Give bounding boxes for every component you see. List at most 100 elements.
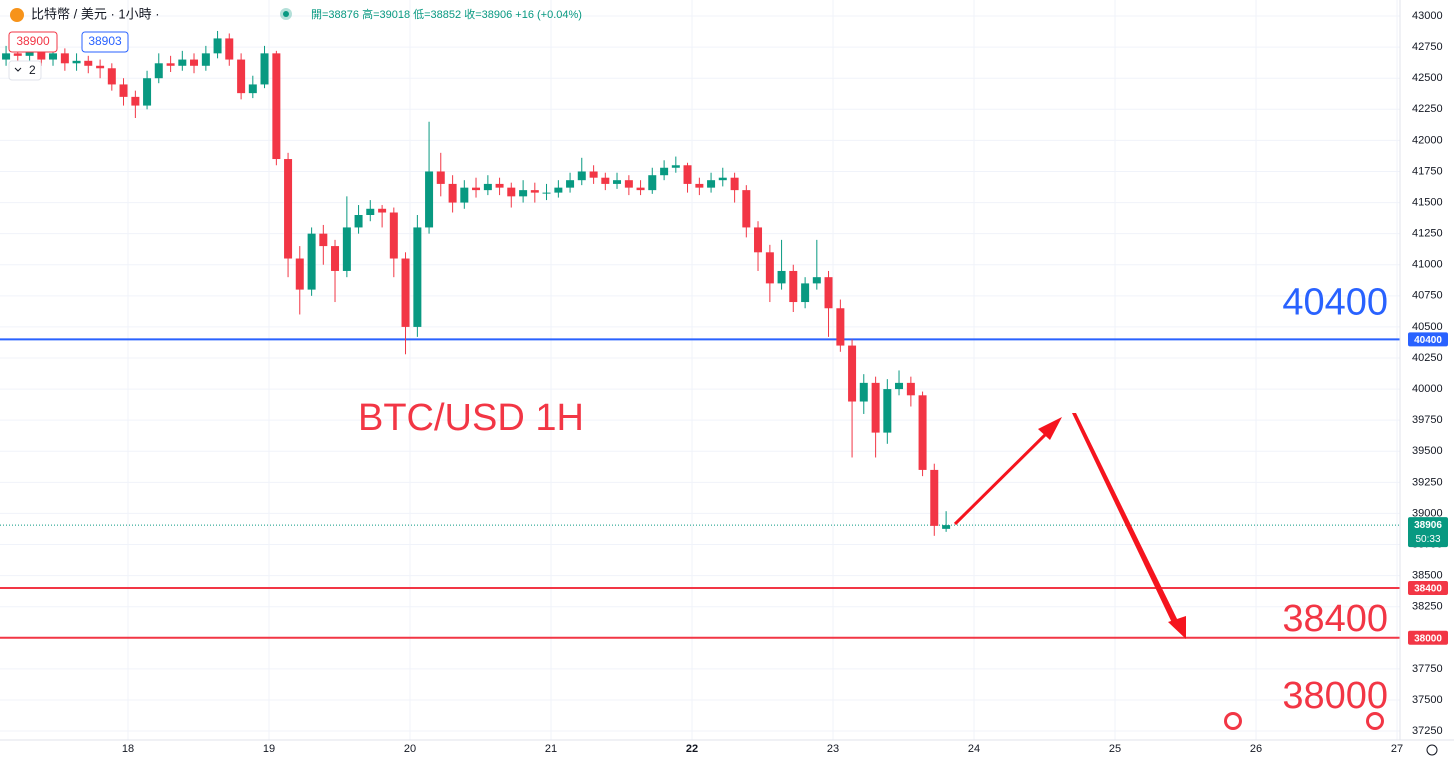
y-tick-label: 39750 bbox=[1412, 414, 1443, 426]
settings-icon[interactable] bbox=[1426, 744, 1438, 756]
bid-box[interactable] bbox=[8, 31, 58, 53]
candle-body bbox=[237, 59, 246, 94]
candle-body bbox=[859, 382, 868, 402]
candle-body bbox=[96, 65, 105, 69]
level-label: 40400 bbox=[1282, 281, 1388, 323]
candle-body bbox=[295, 258, 304, 290]
level-badge bbox=[1408, 581, 1448, 596]
candle-body bbox=[883, 389, 892, 433]
level-label: 38400 bbox=[1282, 598, 1388, 640]
candle-body bbox=[660, 167, 669, 176]
level-badge-label: 40400 bbox=[1414, 335, 1442, 346]
candle-body bbox=[566, 180, 575, 188]
x-tick-label: 23 bbox=[827, 743, 839, 755]
y-tick-label: 37750 bbox=[1412, 663, 1443, 675]
event-flags bbox=[1224, 712, 1384, 730]
candle-body bbox=[331, 246, 340, 271]
y-tick-label: 40000 bbox=[1412, 383, 1443, 395]
candle-body bbox=[942, 525, 951, 529]
indicator-toggle[interactable] bbox=[8, 60, 42, 81]
x-tick-label: 22 bbox=[686, 743, 698, 755]
bid: 38900 bbox=[16, 34, 50, 48]
candle-body bbox=[695, 183, 704, 188]
y-tick-label: 40250 bbox=[1412, 352, 1443, 364]
candle-body bbox=[107, 68, 116, 85]
candle-body bbox=[84, 60, 93, 66]
candle-body bbox=[225, 38, 234, 60]
candle-body bbox=[519, 190, 528, 197]
axes: 3725037500377503800038250385003875039000… bbox=[122, 10, 1448, 755]
candles bbox=[2, 30, 951, 536]
arrow-head bbox=[1168, 616, 1186, 639]
candle-body bbox=[577, 171, 586, 181]
candle-body bbox=[789, 270, 798, 303]
arrows bbox=[953, 413, 1186, 639]
candle-body bbox=[683, 165, 692, 184]
candle-body bbox=[836, 308, 845, 346]
candle-body bbox=[425, 171, 434, 228]
x-tick-label: 20 bbox=[404, 743, 416, 755]
candle-body bbox=[354, 214, 363, 228]
x-tick-label: 18 bbox=[122, 743, 134, 755]
candle-body bbox=[777, 270, 786, 284]
candle-body bbox=[589, 171, 598, 178]
y-tick-label: 43000 bbox=[1412, 10, 1443, 22]
arrow-down bbox=[1072, 413, 1180, 627]
candle-body bbox=[495, 183, 504, 188]
candle-body bbox=[930, 469, 939, 526]
candle-body bbox=[190, 59, 199, 66]
candle-body bbox=[671, 165, 680, 168]
candle-body bbox=[272, 53, 281, 160]
candle-body bbox=[131, 96, 140, 106]
x-tick-label: 21 bbox=[545, 743, 557, 755]
x-tick-label: 25 bbox=[1109, 743, 1121, 755]
flag-inner bbox=[1369, 715, 1381, 727]
candle-body bbox=[389, 212, 398, 259]
candle-body bbox=[483, 183, 492, 191]
candle-body bbox=[718, 177, 727, 181]
candle-body bbox=[49, 53, 58, 60]
candle-body bbox=[730, 177, 739, 191]
candle-body bbox=[871, 382, 880, 433]
candle-body bbox=[2, 53, 11, 60]
candle-body bbox=[413, 227, 422, 327]
y-tick-label: 37250 bbox=[1412, 725, 1443, 737]
indicator-count: 2 bbox=[29, 63, 36, 77]
y-tick-label: 39500 bbox=[1412, 445, 1443, 457]
candle-body bbox=[460, 187, 469, 203]
level-badge bbox=[1408, 332, 1448, 347]
y-tick-label: 38250 bbox=[1412, 601, 1443, 613]
annotation: BTC/USD 1H bbox=[358, 397, 584, 439]
ask-box[interactable] bbox=[81, 31, 129, 53]
levels bbox=[0, 338, 1400, 639]
candle-body bbox=[507, 187, 516, 197]
candle-body bbox=[25, 50, 34, 56]
candle-body bbox=[319, 233, 328, 247]
candle-body bbox=[812, 277, 821, 284]
y-tick-label: 42750 bbox=[1412, 41, 1443, 53]
candle-body bbox=[472, 187, 481, 191]
y-tick-label: 40750 bbox=[1412, 290, 1443, 302]
last-price-badge bbox=[1408, 517, 1448, 548]
arrow-up bbox=[953, 426, 1054, 526]
chevron bbox=[14, 67, 22, 72]
y-tick-label: 42500 bbox=[1412, 72, 1443, 84]
candle-body bbox=[342, 227, 351, 271]
candle-body bbox=[824, 277, 833, 309]
candle-body bbox=[601, 177, 610, 184]
level-badge-label: 38000 bbox=[1414, 633, 1442, 644]
candle-body bbox=[378, 208, 387, 213]
y-tick-label: 41250 bbox=[1412, 228, 1443, 240]
candle-body bbox=[401, 258, 410, 327]
candle-body bbox=[260, 53, 269, 85]
candle-body bbox=[13, 53, 22, 56]
y-tick-label: 41500 bbox=[1412, 196, 1443, 208]
candle-body bbox=[284, 159, 293, 259]
ask: 38903 bbox=[88, 34, 122, 48]
candle-body bbox=[213, 38, 222, 54]
grid bbox=[0, 0, 1400, 740]
level-label: 38000 bbox=[1282, 675, 1388, 717]
candle-body bbox=[848, 345, 857, 402]
